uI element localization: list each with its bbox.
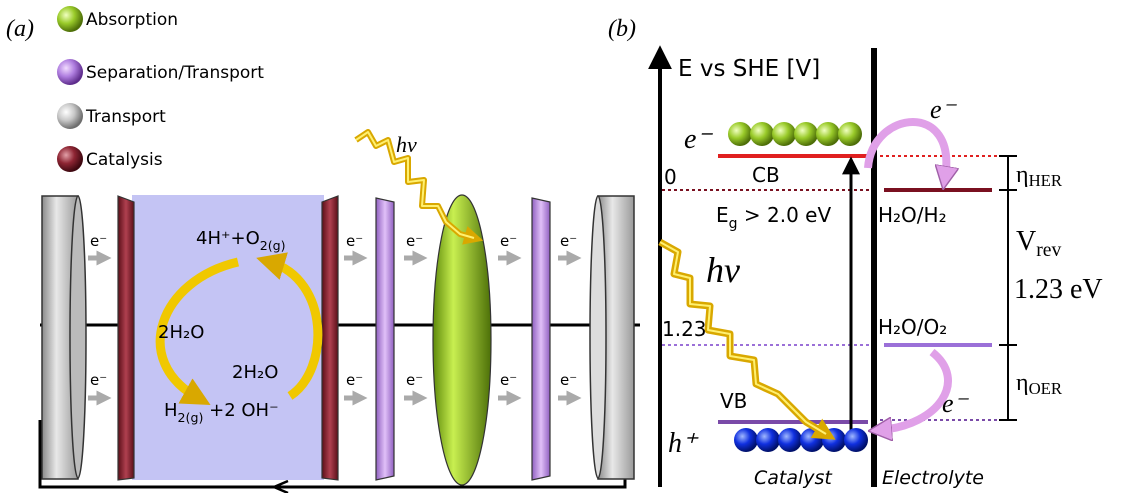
- vrev-part: rev: [1036, 240, 1061, 261]
- panel-a: (a) Absorption Separation/Transport Tran…: [6, 6, 640, 493]
- axis-title: E vs SHE [V]: [678, 56, 820, 82]
- disk-face: [590, 196, 606, 478]
- legend-ball: [57, 103, 83, 129]
- diagram: (a) Absorption Separation/Transport Tran…: [0, 0, 1130, 493]
- overpotential-part: HER: [1029, 171, 1063, 190]
- overpotential-part: η: [1016, 370, 1029, 396]
- electron-label: e⁻: [90, 232, 107, 250]
- vrev-label: Vrev: [1016, 226, 1061, 261]
- catalysis-plate: [322, 196, 338, 480]
- electron: [794, 122, 818, 146]
- band-gap-part: E: [716, 203, 729, 227]
- electron: [772, 122, 796, 146]
- electron-label: e⁻: [90, 371, 107, 389]
- electron: [728, 122, 752, 146]
- electron: [816, 122, 840, 146]
- photon-label: hν: [706, 250, 740, 290]
- reaction-part: 2(g): [260, 238, 286, 253]
- electron-label: e⁻: [930, 95, 958, 124]
- region-label: Catalyst: [754, 467, 833, 489]
- hole: [844, 428, 868, 452]
- electron-label: e⁻: [560, 371, 577, 389]
- electrons: [728, 122, 862, 146]
- disk-face: [70, 196, 86, 478]
- transport-disk: [590, 196, 634, 479]
- electron-label: e⁻: [406, 371, 423, 389]
- electron-label: e⁻: [346, 371, 363, 389]
- band-gap-part: g: [729, 216, 738, 232]
- band-label: VB: [720, 389, 747, 413]
- legend-ball: [57, 59, 83, 85]
- reaction-part: 4H⁺+O: [196, 228, 260, 249]
- reaction-part: 2(g): [178, 410, 204, 425]
- body: (a) Absorption Separation/Transport Tran…: [0, 0, 1130, 493]
- hole: [778, 428, 802, 452]
- panel-label: (b): [608, 16, 636, 42]
- overpotential-label: ηHER: [1016, 162, 1063, 190]
- panel-b: (b) E vs SHE [V] e⁻: [608, 16, 1103, 489]
- couple-label: H₂O/H₂: [878, 203, 947, 227]
- legend-ball: [57, 6, 83, 32]
- legend-ball: [57, 146, 83, 172]
- hole: [756, 428, 780, 452]
- separation-plate: [376, 198, 394, 480]
- potential-label: 1.23: [662, 317, 707, 341]
- transfer-arrow: [868, 122, 946, 178]
- electron: [750, 122, 774, 146]
- hole: [734, 428, 758, 452]
- electron-label: e⁻: [406, 232, 423, 250]
- legend-label: Catalysis: [86, 150, 163, 170]
- vrev-value: 1.23 eV: [1014, 274, 1103, 305]
- band-gap-label: Eg > 2.0 eV: [716, 203, 831, 232]
- electron-label: e⁻: [560, 232, 577, 250]
- page: {"panel_a": { "label": "(a)", "legend": …: [0, 0, 1130, 493]
- band-label: CB: [752, 163, 780, 187]
- photon-label: hν: [396, 132, 417, 157]
- reaction-label: 2H₂O: [158, 322, 204, 343]
- panel-label: (a): [6, 16, 34, 42]
- reaction-part: H: [164, 400, 178, 421]
- legend: Absorption Separation/Transport Transpor…: [57, 6, 264, 172]
- region-label: Electrolyte: [882, 467, 984, 489]
- electron-label: e⁻: [942, 389, 970, 418]
- catalysis-plate: [118, 196, 134, 480]
- electron-label: e⁻: [500, 371, 517, 389]
- band-gap-part: > 2.0 eV: [738, 203, 832, 227]
- overpotential-part: η: [1016, 162, 1029, 188]
- electron-label: e⁻: [346, 232, 363, 250]
- transfer-arrow: [880, 352, 948, 430]
- vrev-part: V: [1016, 226, 1036, 257]
- legend-label: Absorption: [86, 10, 178, 30]
- legend-label: Separation/Transport: [86, 63, 264, 83]
- electron-label: e⁻: [684, 124, 713, 155]
- absorber: [433, 195, 491, 485]
- overpotential-part: OER: [1029, 379, 1063, 398]
- holes: [734, 428, 868, 452]
- potential-label: 0: [664, 165, 677, 189]
- overpotential-label: ηOER: [1016, 370, 1063, 398]
- reaction-part: +2 OH⁻: [203, 400, 278, 421]
- couple-label: H₂O/O₂: [878, 315, 947, 339]
- reaction-label: 2H₂O: [232, 362, 278, 383]
- electron-label: e⁻: [500, 232, 517, 250]
- hole-label: h⁺: [668, 428, 699, 459]
- transport-disk: [42, 196, 86, 479]
- electron: [838, 122, 862, 146]
- legend-label: Transport: [85, 107, 166, 127]
- separation-plate: [532, 198, 550, 480]
